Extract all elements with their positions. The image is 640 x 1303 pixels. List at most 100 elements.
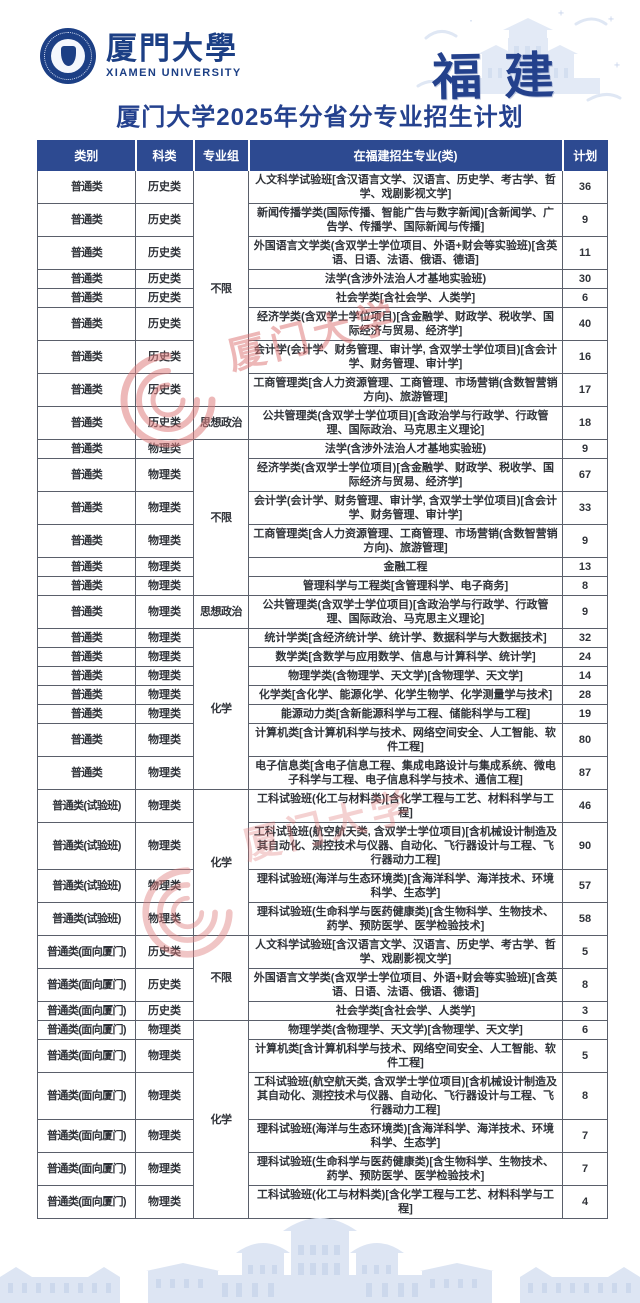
major-cell: 经济学类(含双学士学位项目)[含金融学、财政学、税收学、国际经济与贸易、经济学]	[248, 458, 563, 492]
table-row: 普通类(面向厦门) 物理类 计算机类[含计算机科学与技术、网络空间安全、人工智能、软…	[37, 1039, 608, 1073]
table-row: 普通类(面向厦门) 历史类 不限 人文科学试验班[含汉语言文学、汉语言、历史学、考古学…	[37, 935, 608, 1021]
table-row: 普通类(面向厦门) 物理类 理科试验班(海洋与生态环境类)[含海洋科学、海洋技术、环…	[37, 1119, 608, 1153]
plan-count-cell: 5	[562, 935, 608, 969]
university-name-cn: 厦門大學	[106, 30, 238, 67]
major-cell: 工科试验班(航空航天类, 含双学士学位项目)[含机械设计制造及其自动化、测控技术…	[248, 1072, 563, 1120]
major-cell: 会计学(会计学、财务管理、审计学, 含双学士学位项目)[含会计学、财务管理、审计…	[248, 340, 563, 374]
table-row: 普通类 物理类 会计学(会计学、财务管理、审计学, 含双学士学位项目)[含会计学、财…	[37, 491, 608, 525]
column-header-3: 在福建招生专业(类)	[247, 140, 563, 171]
table-row: 普通类(试验班) 物理类 工科试验班(航空航天类, 含双学士学位项目)[含机械设计制…	[37, 822, 608, 870]
category-cell: 普通类	[37, 666, 136, 686]
plan-count-cell: 18	[562, 406, 608, 440]
plan-count-cell: 58	[562, 902, 608, 936]
category-cell: 普通类	[37, 236, 136, 270]
subject-type-cell: 物理类	[135, 685, 194, 705]
category-cell: 普通类(面向厦门)	[37, 935, 136, 969]
table-row: 普通类(面向厦门) 物理类 理科试验班(生命科学与医药健康类)[含生物科学、生物技术…	[37, 1152, 608, 1186]
subject-type-cell: 物理类	[135, 822, 194, 870]
table-header-row: 类别 科类 专业组 在福建招生专业(类) 计划	[37, 140, 608, 171]
university-name-en: XIAMEN UNIVERSITY	[106, 67, 242, 80]
plan-count-cell: 28	[562, 685, 608, 705]
plan-count-cell: 4	[562, 1185, 608, 1219]
table-row: 普通类 物理类 思想政治 公共管理类(含双学士学位项目)[含政治学与行政学、行政管理、…	[37, 595, 608, 629]
category-cell: 普通类(试验班)	[37, 789, 136, 823]
major-cell: 社会学类[含社会学、人类学]	[248, 288, 563, 308]
plan-count-cell: 9	[562, 203, 608, 237]
table-row: 普通类 历史类 社会学类[含社会学、人类学] 6	[37, 288, 608, 308]
category-cell: 普通类(面向厦门)	[37, 1072, 136, 1120]
major-cell: 理科试验班(海洋与生态环境类)[含海洋科学、海洋技术、环境科学、生态学]	[248, 1119, 563, 1153]
major-cell: 法学(含涉外法治人才基地实验班)	[248, 269, 563, 289]
svg-text:+: +	[558, 8, 564, 19]
table-row: 普通类 物理类 管理科学与工程类[含管理科学、电子商务] 8	[37, 576, 608, 596]
subject-type-cell: 历史类	[135, 170, 194, 204]
category-cell: 普通类	[37, 756, 136, 790]
category-cell: 普通类	[37, 524, 136, 558]
major-cell: 工科试验班(化工与材料类)[含化学工程与工艺、材料科学与工程]	[248, 1185, 563, 1219]
subject-type-cell: 物理类	[135, 595, 194, 629]
major-cell: 化学类[含化学、能源化学、化学生物学、化学测量学与技术]	[248, 685, 563, 705]
category-cell: 普通类	[37, 288, 136, 308]
plan-count-cell: 57	[562, 869, 608, 903]
svg-text:+: +	[614, 60, 620, 71]
badge-building-icon: + + + ·	[416, 8, 622, 102]
major-cell: 经济学类(含双学士学位项目)[含金融学、财政学、税收学、国际经济与贸易、经济学]	[248, 307, 563, 341]
category-cell: 普通类	[37, 458, 136, 492]
major-cell: 计算机类[含计算机科学与技术、网络空间安全、人工智能、软件工程]	[248, 1039, 563, 1073]
plan-count-cell: 7	[562, 1152, 608, 1186]
major-cell: 物理学类(含物理学、天文学)[含物理学、天文学]	[248, 1020, 563, 1040]
table-row: 普通类(面向厦门) 历史类 社会学类[含社会学、人类学] 3	[37, 1001, 608, 1021]
subject-type-cell: 历史类	[135, 406, 194, 440]
plan-count-cell: 9	[562, 595, 608, 629]
category-cell: 普通类(试验班)	[37, 869, 136, 903]
plan-count-cell: 11	[562, 236, 608, 270]
plan-count-cell: 46	[562, 789, 608, 823]
category-cell: 普通类	[37, 685, 136, 705]
subject-type-cell: 物理类	[135, 1039, 194, 1073]
plan-count-cell: 14	[562, 666, 608, 686]
table-row: 普通类(面向厦门) 物理类 工科试验班(航空航天类, 含双学士学位项目)[含机械设计…	[37, 1072, 608, 1120]
table-row: 普通类 物理类 不限 法学(含涉外法治人才基地实验班) 9	[37, 439, 608, 596]
plan-count-cell: 9	[562, 524, 608, 558]
major-group-cell: 不限	[193, 170, 249, 407]
plan-count-cell: 30	[562, 269, 608, 289]
table-row: 普通类 历史类 思想政治 公共管理类(含双学士学位项目)[含政治学与行政学、行政管理、…	[37, 406, 608, 440]
plan-count-cell: 80	[562, 723, 608, 757]
table-row: 普通类(面向厦门) 物理类 化学 物理学类(含物理学、天文学)[含物理学、天文学] 6	[37, 1020, 608, 1219]
major-cell: 金融工程	[248, 557, 563, 577]
plan-count-cell: 8	[562, 1072, 608, 1120]
table-row: 普通类 历史类 不限 人文科学试验班[含汉语言文学、汉语言、历史学、考古学、哲学、戏剧…	[37, 170, 608, 407]
table-row: 普通类(面向厦门) 物理类 工科试验班(化工与材料类)[含化学工程与工艺、材料科学与…	[37, 1185, 608, 1219]
major-cell: 人文科学试验班[含汉语言文学、汉语言、历史学、考古学、哲学、戏剧影视文学]	[248, 935, 563, 969]
category-cell: 普通类	[37, 406, 136, 440]
table-row: 普通类 历史类 会计学(会计学、财务管理、审计学, 含双学士学位项目)[含会计学、财…	[37, 340, 608, 374]
category-cell: 普通类(面向厦门)	[37, 1119, 136, 1153]
table-row: 普通类 历史类 法学(含涉外法治人才基地实验班) 30	[37, 269, 608, 289]
major-cell: 工科试验班(化工与材料类)[含化学工程与工艺、材料科学与工程]	[248, 789, 563, 823]
subject-type-cell: 物理类	[135, 647, 194, 667]
xiamen-university-emblem-icon	[40, 28, 96, 84]
major-cell: 外国语言文学类(含双学士学位项目、外语+财会等实验班)[含英语、日语、法语、俄语…	[248, 968, 563, 1002]
subject-type-cell: 物理类	[135, 756, 194, 790]
plan-count-cell: 32	[562, 628, 608, 648]
plan-count-cell: 8	[562, 968, 608, 1002]
emblem-inner-circle	[51, 39, 85, 73]
table-row: 普通类 物理类 化学 统计学类[含经济统计学、统计学、数据科学与大数据技术] 32	[37, 628, 608, 790]
table-row: 普通类 物理类 电子信息类[含电子信息工程、集成电路设计与集成系统、微电子科学与工程…	[37, 756, 608, 790]
table-row: 普通类 历史类 外国语言文学类(含双学士学位项目、外语+财会等实验班)[含英语、日语…	[37, 236, 608, 270]
plan-count-cell: 67	[562, 458, 608, 492]
major-cell: 理科试验班(生命科学与医药健康类)[含生物科学、生物技术、药学、预防医学、医学检…	[248, 902, 563, 936]
subject-type-cell: 物理类	[135, 1072, 194, 1120]
subject-type-cell: 历史类	[135, 203, 194, 237]
major-group-cell: 化学	[193, 789, 249, 936]
table-row: 普通类 物理类 能源动力类[含新能源科学与工程、储能科学与工程] 19	[37, 704, 608, 724]
province-badge: + + + · 福建	[408, 8, 628, 120]
table-row: 普通类(试验班) 物理类 理科试验班(海洋与生态环境类)[含海洋科学、海洋技术、环境…	[37, 869, 608, 903]
category-cell: 普通类(试验班)	[37, 822, 136, 870]
subject-type-cell: 物理类	[135, 1020, 194, 1040]
major-cell: 工科试验班(航空航天类, 含双学士学位项目)[含机械设计制造及其自动化、测控技术…	[248, 822, 563, 870]
category-cell: 普通类	[37, 576, 136, 596]
subject-type-cell: 历史类	[135, 236, 194, 270]
major-group-cell: 化学	[193, 1020, 249, 1219]
category-cell: 普通类	[37, 439, 136, 459]
